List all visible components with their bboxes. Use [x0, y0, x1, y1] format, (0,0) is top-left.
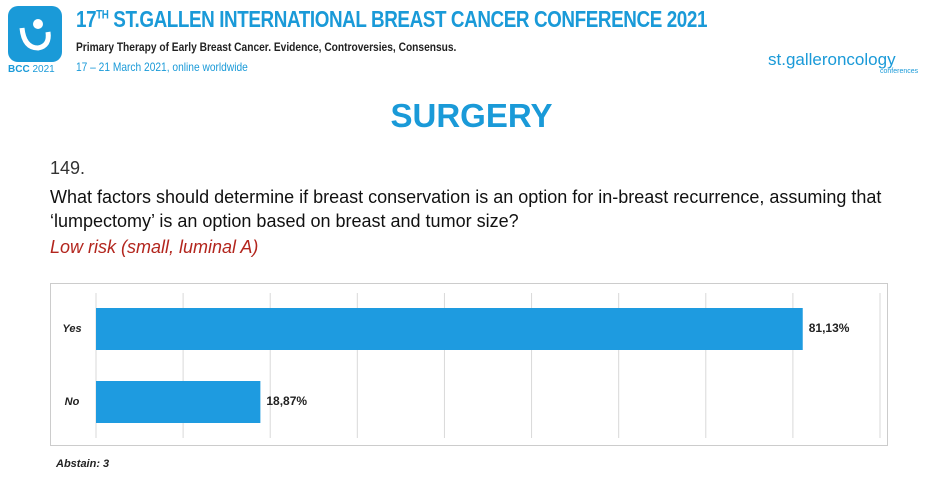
abstain-note: Abstain: 3: [56, 458, 110, 470]
chart: Yes 81,13% No 18,87%: [50, 283, 888, 446]
brand: st.galleroncology: [768, 50, 896, 69]
brand-sub: conferences: [880, 68, 919, 75]
logo-year: 2021: [32, 64, 55, 75]
value-label: 18,87%: [266, 394, 307, 408]
value-label: 81,13%: [809, 321, 850, 335]
bar: [96, 308, 803, 350]
conference-date: 17 – 21 March 2021, online worldwide: [76, 60, 248, 74]
slide-title: SURGERY: [390, 97, 553, 134]
logo-icon: [19, 19, 51, 51]
title-number: 17: [76, 6, 97, 32]
logo: [8, 6, 62, 62]
category-label: No: [65, 396, 80, 408]
question-text: What factors should determine if breast …: [50, 187, 882, 231]
question-condition: Low risk (small, luminal A): [50, 237, 259, 257]
conference-subtitle: Primary Therapy of Early Breast Cancer. …: [76, 40, 457, 54]
category-label: Yes: [62, 323, 81, 335]
logo-label: BCC: [8, 64, 30, 75]
conference-title: 17TH ST.GALLEN INTERNATIONAL BREAST CANC…: [76, 6, 707, 33]
question-number: 149.: [50, 158, 86, 178]
title-ordinal: TH: [96, 7, 109, 22]
bar: [96, 381, 261, 423]
title-rest: ST.GALLEN INTERNATIONAL BREAST CANCER CO…: [113, 6, 708, 32]
logo-text: BCC 2021: [8, 64, 55, 75]
